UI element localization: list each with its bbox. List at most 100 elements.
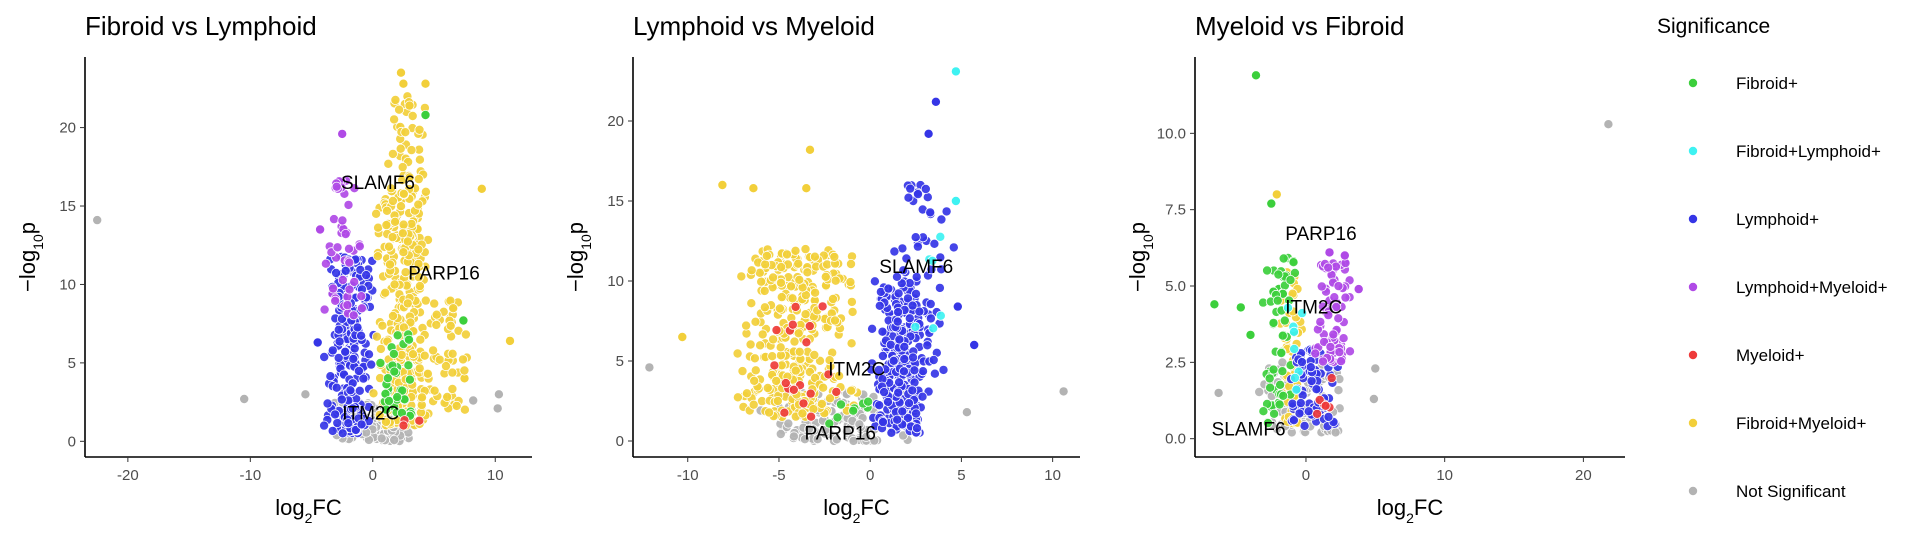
point (904, 313, 915, 324)
point (841, 426, 852, 437)
point (787, 293, 798, 304)
point (1277, 366, 1288, 377)
point (389, 114, 400, 125)
point (414, 281, 425, 292)
point (404, 100, 415, 111)
point (898, 265, 909, 276)
point (407, 111, 418, 122)
point (398, 188, 409, 199)
point (794, 346, 805, 357)
point (413, 174, 424, 185)
point (879, 387, 890, 398)
point (374, 409, 385, 420)
point (809, 251, 820, 262)
y-tick-label: 20 (607, 113, 624, 130)
point (800, 244, 811, 255)
point (459, 404, 470, 415)
point (312, 337, 323, 348)
legend-label: Myeloid+ (1736, 346, 1805, 365)
point (445, 320, 456, 331)
point (717, 179, 728, 190)
point (894, 377, 905, 388)
point (748, 399, 759, 410)
point (328, 214, 339, 225)
point (750, 365, 761, 376)
point (750, 316, 761, 327)
point (376, 433, 387, 444)
point (387, 310, 398, 321)
panel-1: Fibroid vs Lymphoid SLAMF6 PARP16 ITM2C -20 -… (15, 11, 532, 526)
point (902, 412, 913, 423)
point (1320, 400, 1331, 411)
y-tick-label: 10 (607, 273, 624, 290)
point (936, 214, 947, 225)
point (848, 405, 859, 416)
point (320, 258, 331, 269)
legend-title: Significance (1657, 15, 1770, 38)
point (886, 427, 897, 438)
legend-label: Lymphoid+Myeloid+ (1736, 278, 1888, 297)
point (936, 264, 947, 275)
point (383, 241, 394, 252)
y-tick-label: 10 (59, 276, 76, 293)
point (387, 148, 398, 159)
x-tick-label: -10 (677, 467, 699, 484)
point (239, 393, 250, 404)
point (793, 258, 804, 269)
point (677, 331, 688, 342)
point (1278, 253, 1289, 264)
gene-label: PARP16 (408, 264, 479, 285)
point (356, 291, 367, 302)
legend-label: Fibroid+ (1736, 74, 1798, 93)
point (925, 298, 936, 309)
point (415, 334, 426, 345)
point (413, 244, 424, 255)
point (458, 315, 469, 326)
point (371, 208, 382, 219)
gene-label: SLAMF6 (879, 257, 953, 278)
point (775, 342, 786, 353)
point (397, 228, 408, 239)
point (345, 385, 356, 396)
point (801, 183, 812, 194)
legend-label: Lymphoid+ (1736, 210, 1819, 229)
point (414, 154, 425, 165)
point (420, 110, 431, 121)
point (732, 392, 743, 403)
point (1258, 406, 1269, 417)
point (824, 355, 835, 366)
point (331, 181, 342, 192)
point (1326, 373, 1337, 384)
point (867, 323, 878, 334)
point (897, 406, 908, 417)
point (1235, 302, 1246, 313)
point (847, 306, 858, 317)
point (786, 281, 797, 292)
point (397, 162, 408, 173)
point (395, 143, 406, 154)
point (390, 95, 401, 106)
point (348, 310, 359, 321)
point (1271, 189, 1282, 200)
point (793, 328, 804, 339)
point (903, 192, 914, 203)
point (390, 216, 401, 227)
y-axis-label: −log10p (15, 222, 46, 292)
point (925, 313, 936, 324)
point (775, 428, 786, 439)
point (918, 366, 929, 377)
point (889, 246, 900, 257)
point (442, 391, 453, 402)
point (899, 354, 910, 365)
y-tick-label: 2.5 (1165, 354, 1186, 371)
point (746, 265, 757, 276)
point (361, 270, 372, 281)
point (353, 365, 364, 376)
point (1303, 406, 1314, 417)
point (1340, 292, 1351, 303)
point (823, 369, 834, 380)
point (1262, 265, 1273, 276)
point (1276, 347, 1287, 358)
point (759, 285, 770, 296)
point (812, 434, 823, 445)
